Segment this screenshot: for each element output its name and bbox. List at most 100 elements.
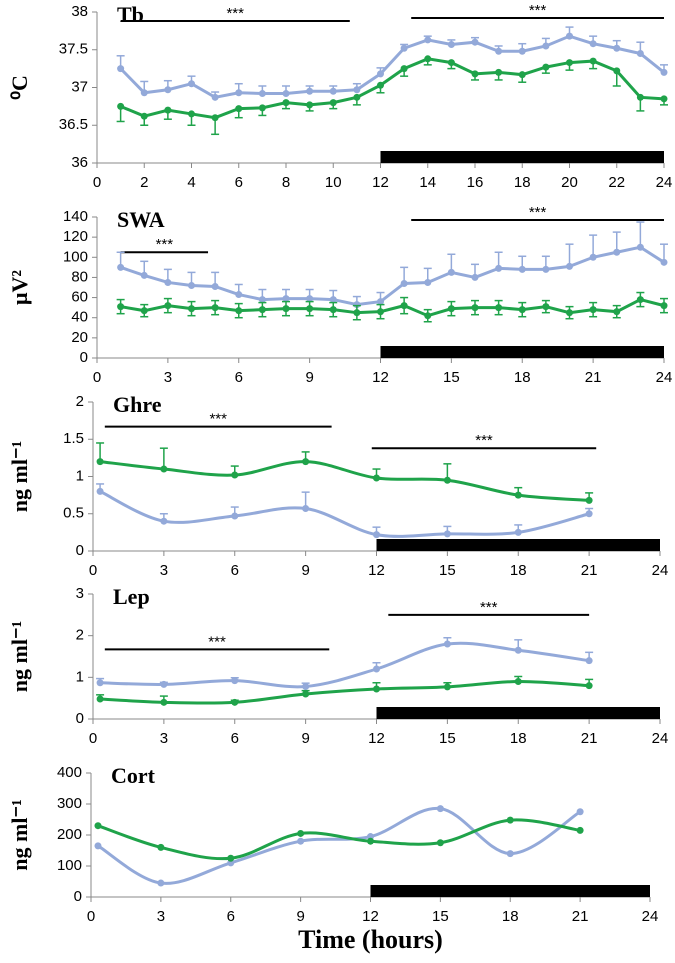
- data-point: [636, 296, 644, 304]
- x-tick-label: 18: [502, 908, 519, 925]
- data-point: [443, 640, 451, 648]
- significance-label: ***: [529, 204, 547, 221]
- x-tick-label: 18: [514, 174, 531, 191]
- data-point: [424, 278, 432, 286]
- data-point: [576, 826, 584, 834]
- data-point: [231, 677, 239, 685]
- x-tick-label: 16: [467, 174, 484, 191]
- x-tick-label: 18: [510, 730, 527, 747]
- y-tick-label: 60: [71, 289, 88, 306]
- y-axis-label: ng ml⁻¹: [7, 799, 32, 870]
- data-point: [506, 850, 514, 858]
- y-tick-label: 2: [76, 627, 84, 644]
- dark-period: [380, 151, 664, 163]
- data-point: [164, 278, 172, 286]
- y-axis-label: ⁰C: [7, 75, 32, 100]
- data-point: [495, 47, 503, 55]
- x-tick-label: 9: [305, 369, 313, 386]
- y-tick-label: 80: [71, 268, 88, 285]
- x-tick-label: 15: [439, 730, 456, 747]
- data-point: [188, 305, 195, 313]
- data-point: [302, 458, 310, 466]
- data-point: [585, 682, 593, 690]
- data-point: [160, 680, 168, 688]
- data-point: [211, 282, 219, 290]
- x-tick-label: 0: [93, 174, 101, 191]
- data-point: [188, 281, 195, 289]
- x-tick-label: 18: [514, 369, 531, 386]
- data-point: [117, 65, 125, 73]
- x-tick-label: 6: [227, 908, 235, 925]
- data-point: [373, 531, 380, 539]
- data-point: [495, 304, 503, 312]
- x-tick-label: 24: [652, 730, 669, 747]
- data-point: [140, 307, 148, 315]
- data-point: [306, 87, 314, 95]
- data-point: [282, 99, 290, 107]
- y-tick-label: 2: [76, 393, 84, 410]
- y-tick-label: 0: [76, 542, 84, 559]
- x-tick-label: 0: [89, 562, 97, 579]
- data-point: [96, 695, 104, 703]
- data-point: [636, 50, 644, 58]
- data-point: [495, 68, 503, 76]
- panel-title: Tb: [117, 2, 144, 27]
- data-point: [302, 683, 310, 690]
- x-tick-label: 21: [585, 369, 602, 386]
- data-point: [231, 512, 239, 520]
- data-point: [400, 65, 408, 73]
- data-point: [514, 678, 522, 685]
- dark-period: [376, 707, 660, 719]
- data-point: [258, 296, 266, 304]
- data-point: [235, 291, 243, 299]
- x-tick-label: 21: [572, 908, 589, 925]
- data-point: [660, 258, 668, 266]
- x-tick-label: 8: [282, 174, 290, 191]
- data-point: [377, 70, 384, 78]
- x-tick-label: 3: [164, 369, 172, 386]
- data-point: [576, 808, 584, 816]
- data-point: [353, 86, 361, 94]
- x-tick-label: 6: [231, 730, 239, 747]
- data-point: [443, 683, 451, 691]
- y-tick-label: 0: [74, 888, 82, 905]
- panel-title: Lep: [113, 584, 150, 609]
- x-tick-label: 12: [372, 174, 389, 191]
- y-tick-label: 36.5: [59, 116, 88, 133]
- significance-label: ***: [475, 432, 493, 449]
- x-tick-label: 0: [93, 369, 101, 386]
- data-point: [589, 40, 597, 48]
- significance-label: ***: [209, 411, 227, 428]
- significance-label: ***: [480, 599, 498, 616]
- data-point: [424, 36, 432, 44]
- x-tick-label: 10: [325, 174, 342, 191]
- data-point: [373, 474, 380, 482]
- x-tick-label: 14: [419, 174, 436, 191]
- data-point: [542, 63, 550, 71]
- x-tick-label: 12: [368, 562, 385, 579]
- significance-label: ***: [226, 5, 244, 22]
- x-tick-label: 12: [362, 908, 379, 925]
- y-tick-label: 300: [57, 795, 82, 812]
- x-tick-label: 9: [301, 562, 309, 579]
- x-tick-label: 12: [372, 369, 389, 386]
- x-tick-label: 21: [581, 730, 598, 747]
- x-tick-label: 6: [235, 174, 243, 191]
- data-point: [235, 307, 243, 315]
- data-point: [329, 306, 337, 314]
- data-point: [258, 104, 266, 112]
- series-line: [99, 490, 590, 538]
- data-point: [589, 253, 597, 261]
- data-point: [373, 665, 380, 673]
- y-axis-label: μV²: [7, 270, 32, 305]
- x-tick-label: 24: [656, 369, 673, 386]
- data-point: [96, 679, 104, 687]
- data-point: [282, 90, 290, 98]
- data-point: [235, 89, 243, 97]
- data-point: [211, 304, 219, 312]
- data-point: [585, 657, 593, 665]
- series-line: [100, 679, 590, 705]
- y-tick-label: 1: [76, 467, 84, 484]
